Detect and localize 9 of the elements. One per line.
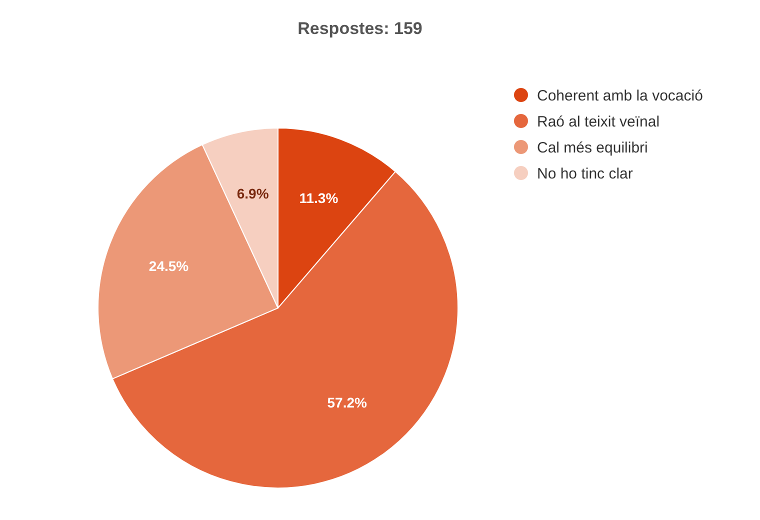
chart-title: Respostes: 159 — [298, 19, 422, 38]
legend-label: No ho tinc clar — [537, 165, 633, 182]
data-label: 57.2% — [327, 394, 368, 410]
legend-label: Raó al teixit veïnal — [537, 113, 660, 130]
legend-label: Cal més equilibri — [537, 139, 648, 156]
data-label: 24.5% — [148, 258, 190, 274]
legend-label: Coherent amb la vocació — [537, 87, 703, 104]
data-label: 11.3% — [299, 190, 339, 206]
data-label: 6.9% — [236, 186, 270, 202]
